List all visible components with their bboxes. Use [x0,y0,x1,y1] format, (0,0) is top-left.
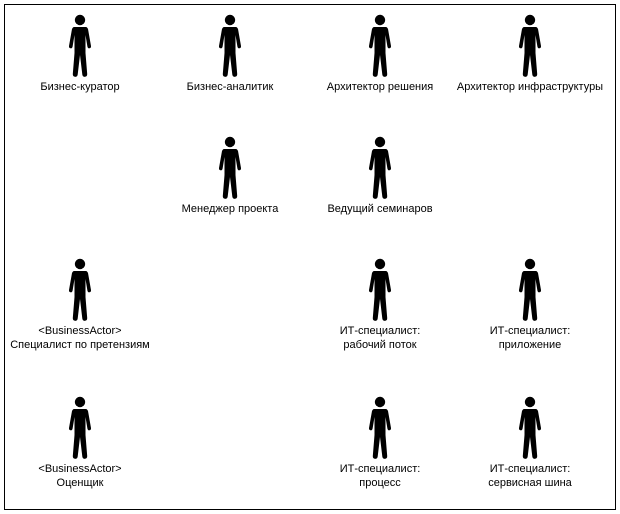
person-icon [65,13,95,79]
actor-label: ИТ-специалист: процесс [340,463,421,491]
person-icon [515,13,545,79]
person-icon [515,257,545,323]
person-icon [365,135,395,201]
actor-label: <BusinessActor> Специалист по претензиям [10,325,150,353]
person-icon [65,395,95,461]
person-icon [215,135,245,201]
actor-label: <BusinessActor> Оценщик [38,463,121,491]
person-icon [65,257,95,323]
person-icon [65,395,95,461]
actor-project-manager: Менеджер проекта [155,135,305,217]
actor-business-analyst: Бизнес-аналитик [155,13,305,95]
person-icon [365,257,395,323]
person-icon [515,13,545,79]
actor-label: Бизнес-аналитик [187,81,274,95]
person-icon [65,13,95,79]
actor-claims-specialist: <BusinessActor> Специалист по претензиям [5,257,155,353]
actor-it-service-bus: ИТ-специалист: сервисная шина [455,395,605,491]
actor-solution-architect: Архитектор решения [305,13,455,95]
actor-it-application: ИТ-специалист: приложение [455,257,605,353]
actor-label: Ведущий семинаров [327,203,432,217]
person-icon [365,395,395,461]
person-icon [515,257,545,323]
actor-business-curator: Бизнес-куратор [5,13,155,95]
actor-label: ИТ-специалист: приложение [490,325,571,353]
actor-seminar-lead: Ведущий семинаров [305,135,455,217]
person-icon [515,395,545,461]
actor-infra-architect: Архитектор инфраструктуры [455,13,605,95]
actor-label: ИТ-специалист: рабочий поток [340,325,421,353]
person-icon [215,13,245,79]
person-icon [215,13,245,79]
actor-it-workflow: ИТ-специалист: рабочий поток [305,257,455,353]
actor-label: Менеджер проекта [182,203,279,217]
person-icon [365,135,395,201]
actor-diagram-frame: Бизнес-куратор Бизнес-аналитик Архитекто… [4,4,616,510]
actor-label: Архитектор решения [327,81,434,95]
actor-label: Архитектор инфраструктуры [457,81,603,95]
person-icon [365,395,395,461]
person-icon [365,257,395,323]
person-icon [365,13,395,79]
actor-label: ИТ-специалист: сервисная шина [488,463,572,491]
person-icon [215,135,245,201]
actor-label: Бизнес-куратор [40,81,119,95]
actor-appraiser: <BusinessActor> Оценщик [5,395,155,491]
actor-it-process: ИТ-специалист: процесс [305,395,455,491]
person-icon [65,257,95,323]
person-icon [365,13,395,79]
person-icon [515,395,545,461]
